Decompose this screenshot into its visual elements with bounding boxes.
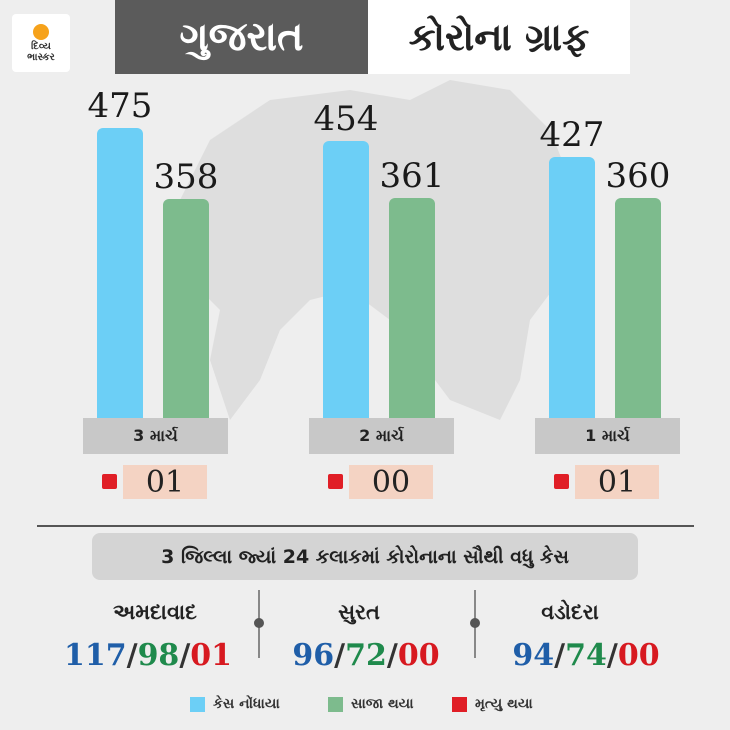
district-name: અમદાવાદ xyxy=(113,600,197,624)
district-deaths: 00 xyxy=(617,638,660,673)
divider xyxy=(37,525,694,527)
logo-line1: દિવ્ય xyxy=(31,40,51,52)
sun-icon xyxy=(33,23,49,40)
district-name: સુરત xyxy=(338,600,380,624)
page-title: કોરોના ગ્રાફ xyxy=(368,0,630,74)
death-marker-icon xyxy=(554,474,569,489)
bar-cases xyxy=(97,128,143,418)
legend-swatch xyxy=(190,696,205,712)
district-cases: 117 xyxy=(63,638,127,673)
district-cases: 94 xyxy=(512,638,555,673)
value-label-recovered: 360 xyxy=(605,156,671,197)
bar-recovered xyxy=(163,199,209,418)
legend-label: કેસ નોંધાયા xyxy=(213,696,280,712)
bar-recovered xyxy=(615,198,661,418)
district-recovered: 98 xyxy=(137,638,180,673)
value-label-deaths: 01 xyxy=(575,465,659,500)
separator-dot xyxy=(470,618,480,628)
district-stats: 94/74/00 xyxy=(512,638,660,673)
district-stats: 96/72/00 xyxy=(292,638,440,673)
district-cases: 96 xyxy=(292,638,335,673)
legend-cases: કેસ નોંધાયા xyxy=(190,696,280,712)
value-label-deaths: 01 xyxy=(123,465,207,500)
category-label: 2 માર્ચ xyxy=(309,418,454,454)
bar-cases xyxy=(323,140,369,418)
gujarat-map-silhouette xyxy=(170,80,570,420)
districts-subtitle: 3 જિલ્લા જ્યાં 24 કલાકમાં કોરોનાના સૌથી … xyxy=(92,533,638,580)
category-label: 1 માર્ચ xyxy=(535,418,680,454)
death-marker-icon xyxy=(102,474,117,489)
district-stats: 117/98/01 xyxy=(63,638,233,673)
legend-recovered: સાજા થયા xyxy=(328,696,414,712)
value-label-cases: 475 xyxy=(87,86,153,126)
legend-swatch xyxy=(328,696,343,712)
legend-label: સાજા થયા xyxy=(351,696,414,712)
value-label-deaths: 00 xyxy=(349,465,433,500)
legend-deaths: મૃત્યુ થયા xyxy=(452,696,533,712)
logo: દિવ્ય ભાસ્કર xyxy=(12,14,70,72)
category-label: 3 માર્ચ xyxy=(83,418,228,454)
logo-line2: ભાસ્કર xyxy=(27,51,55,63)
district-deaths: 00 xyxy=(397,638,440,673)
district-recovered: 72 xyxy=(345,638,387,673)
legend-label: મૃત્યુ થયા xyxy=(475,696,533,712)
death-marker-icon xyxy=(328,474,343,489)
legend-swatch xyxy=(452,696,467,712)
bar-recovered xyxy=(389,197,435,418)
district-recovered: 74 xyxy=(565,638,607,673)
separator-dot xyxy=(254,618,264,628)
value-label-recovered: 358 xyxy=(153,157,219,198)
state-title: ગુજરાત xyxy=(115,0,368,74)
district-name: વડોદરા xyxy=(541,600,599,624)
value-label-cases: 454 xyxy=(313,98,379,139)
value-label-recovered: 361 xyxy=(379,155,445,196)
district-deaths: 01 xyxy=(190,638,233,673)
value-label-cases: 427 xyxy=(539,115,605,156)
bar-cases xyxy=(549,157,595,418)
